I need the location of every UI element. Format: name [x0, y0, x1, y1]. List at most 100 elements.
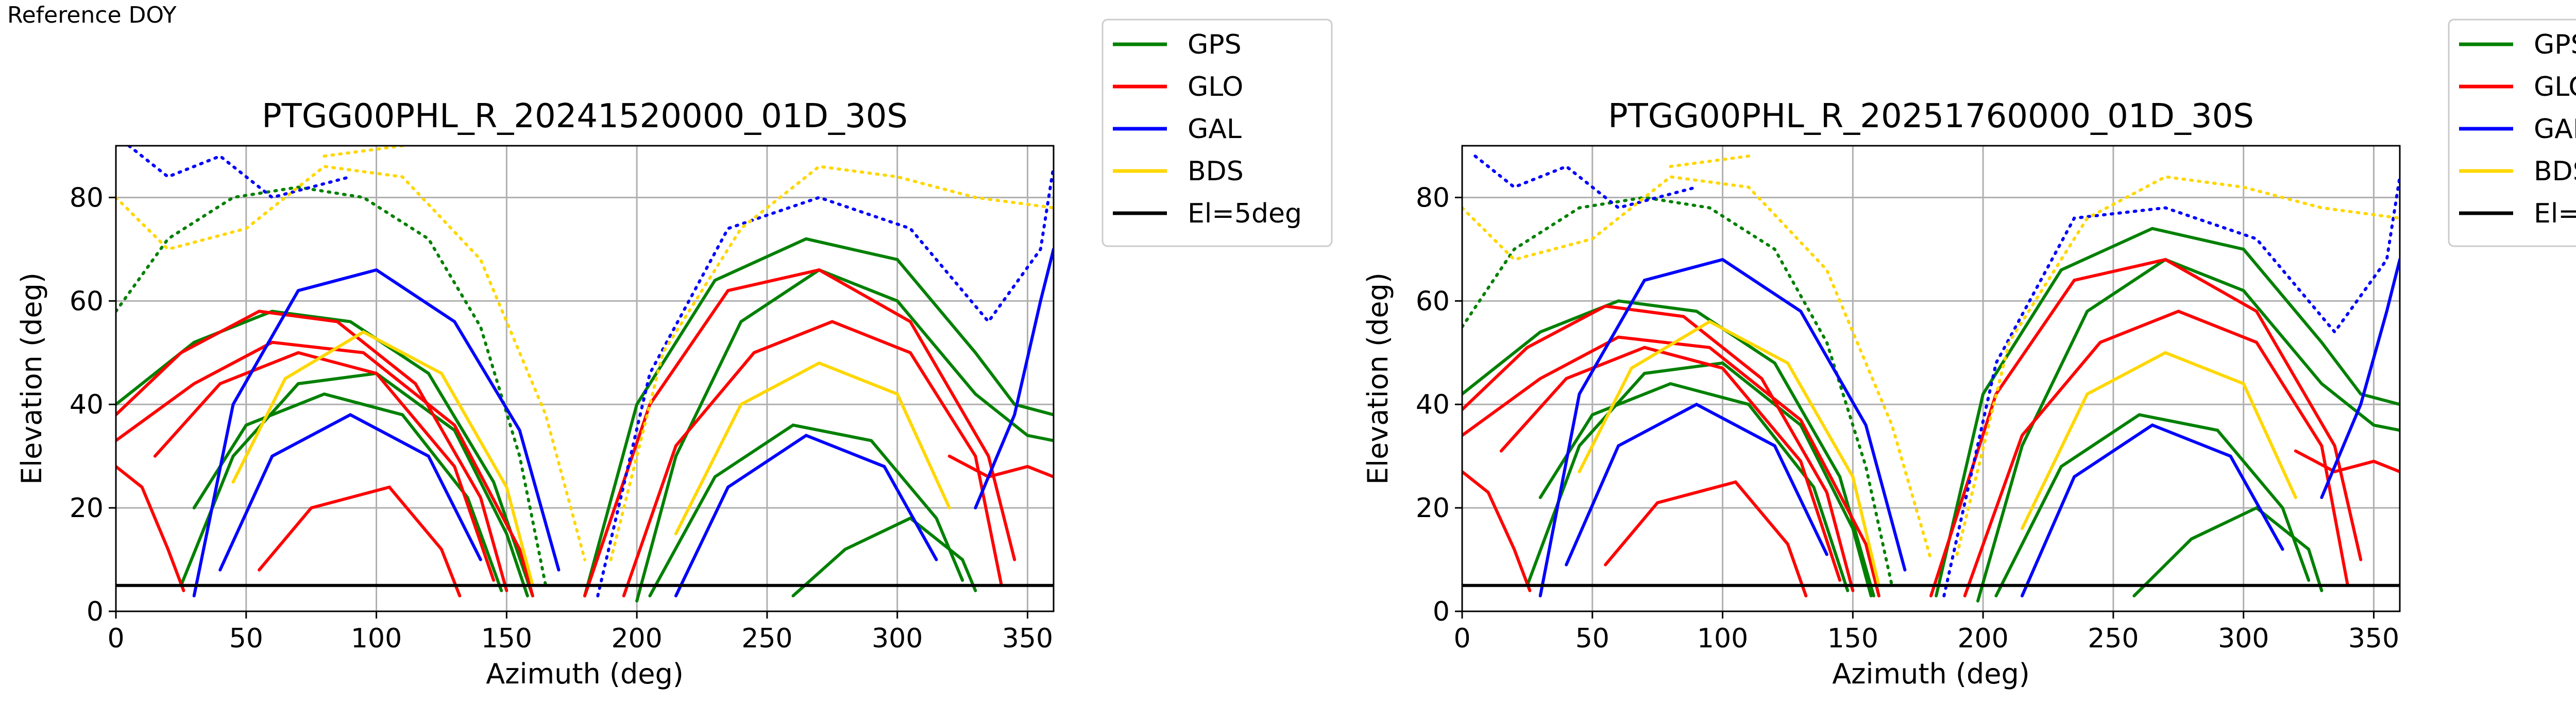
- legend-label: GAL: [2534, 114, 2576, 145]
- track-gal: [218, 413, 482, 572]
- legend-label: BDS: [1188, 156, 1244, 187]
- track-gps: [648, 423, 964, 597]
- track-gal: [2020, 423, 2284, 597]
- x-tick-label: 200: [611, 623, 662, 654]
- track-glo: [583, 268, 1016, 597]
- track-glo: [1462, 470, 1532, 592]
- track-gal: [674, 434, 938, 597]
- track-bds: [1955, 175, 2400, 556]
- track-gps: [116, 310, 534, 597]
- track-gal: [1565, 402, 1828, 567]
- x-tick-label: 350: [1002, 623, 1053, 654]
- y-tick-label: 80: [70, 182, 104, 213]
- legend-label: GAL: [1188, 114, 1242, 145]
- plot-frame: [1461, 145, 2401, 612]
- x-tick-label: 350: [2348, 623, 2399, 654]
- track-glo: [258, 485, 462, 597]
- data-tracks: [1462, 155, 2400, 603]
- chart-title: PTGG00PHL_R_20251760000_01D_30S: [1608, 97, 2254, 135]
- legend: GPS GLO GAL BDS El=5deg: [2448, 19, 2576, 247]
- legend-label: GLO: [2534, 72, 2576, 102]
- track-gal: [1473, 155, 1698, 210]
- legend-label: GPS: [1188, 29, 1242, 60]
- y-tick-label: 20: [70, 493, 104, 524]
- track-glo: [1462, 335, 1880, 597]
- track-gps: [1462, 299, 1875, 597]
- y-tick-label: 40: [1416, 389, 1450, 420]
- x-axis-label: Azimuth (deg): [1832, 658, 2030, 690]
- track-gps: [1462, 196, 1894, 587]
- track-glo: [1963, 310, 2349, 597]
- track-glo: [2294, 449, 2400, 474]
- track-gal: [2320, 258, 2400, 499]
- track-bds: [1578, 320, 1880, 587]
- track-bds: [1669, 155, 1751, 168]
- y-axis-label: Elevation (deg): [15, 272, 48, 485]
- track-glo: [1499, 346, 1842, 582]
- legend-label: BDS: [2534, 156, 2576, 187]
- track-gal: [1942, 175, 2400, 597]
- track-gps: [116, 185, 548, 587]
- track-gps: [1538, 382, 1850, 592]
- figure-caption: Reference DOY: [7, 2, 177, 28]
- track-gal: [127, 146, 352, 199]
- x-tick-label: 0: [107, 623, 124, 654]
- track-gps: [583, 237, 1054, 597]
- track-bds: [609, 165, 1054, 561]
- y-tick-label: 60: [70, 286, 104, 317]
- track-gps: [192, 392, 503, 592]
- x-axis-label: Azimuth (deg): [486, 658, 684, 690]
- x-tick-label: 100: [351, 623, 402, 654]
- track-gps: [1994, 413, 2311, 597]
- data-tracks: [116, 146, 1054, 603]
- track-glo: [116, 340, 534, 597]
- track-glo: [947, 454, 1054, 478]
- legend-label: GLO: [1188, 72, 1243, 102]
- track-gps: [1526, 361, 1873, 597]
- track-gal: [1538, 258, 1907, 597]
- track-glo: [1462, 304, 1855, 592]
- y-tick-label: 60: [1416, 286, 1450, 317]
- x-tick-label: 300: [2218, 623, 2269, 654]
- plot-frame: [115, 145, 1055, 612]
- track-bds: [674, 361, 951, 536]
- legend-box: [2448, 19, 2576, 247]
- legend-label: El=5deg: [2534, 198, 2576, 229]
- track-glo: [153, 351, 496, 582]
- track-bds: [1462, 175, 1933, 561]
- legend-label: GPS: [2534, 29, 2576, 60]
- track-bds: [323, 146, 404, 158]
- chart-title: PTGG00PHL_R_20241520000_01D_30S: [262, 97, 908, 135]
- x-tick-label: 150: [481, 623, 532, 654]
- y-tick-label: 80: [1416, 182, 1450, 213]
- legend: GPS GLO GAL BDS El=5deg: [1101, 19, 1333, 247]
- track-glo: [622, 320, 1003, 597]
- track-bds: [116, 165, 586, 561]
- track-gal: [192, 268, 561, 597]
- x-tick-label: 100: [1697, 623, 1748, 654]
- track-gps: [791, 516, 977, 597]
- track-glo: [116, 465, 185, 592]
- x-tick-label: 200: [1957, 623, 2008, 654]
- x-tick-label: 50: [229, 623, 263, 654]
- x-tick-label: 250: [2088, 623, 2139, 654]
- track-glo: [116, 310, 509, 592]
- x-tick-label: 150: [1827, 623, 1878, 654]
- x-tick-label: 50: [1575, 623, 1609, 654]
- track-bds: [231, 330, 534, 587]
- chart-2: 0 50 100 150 200 250 300 350 0 20 40 60 80 PTGG00PHL_…: [1362, 19, 2576, 690]
- y-axis-label: Elevation (deg): [1362, 272, 1394, 485]
- track-gal: [596, 165, 1054, 597]
- x-tick-label: 250: [741, 623, 792, 654]
- track-bds: [2020, 351, 2297, 530]
- y-tick-label: 40: [70, 389, 104, 420]
- track-glo: [1604, 480, 1808, 597]
- track-gps: [2132, 506, 2324, 597]
- y-tick-label: 0: [87, 596, 104, 627]
- track-gps: [1935, 227, 2400, 597]
- y-tick-label: 20: [1416, 493, 1450, 524]
- x-tick-label: 0: [1453, 623, 1470, 654]
- legend-box: [1101, 19, 1333, 247]
- x-tick-label: 300: [872, 623, 923, 654]
- track-gal: [974, 247, 1054, 510]
